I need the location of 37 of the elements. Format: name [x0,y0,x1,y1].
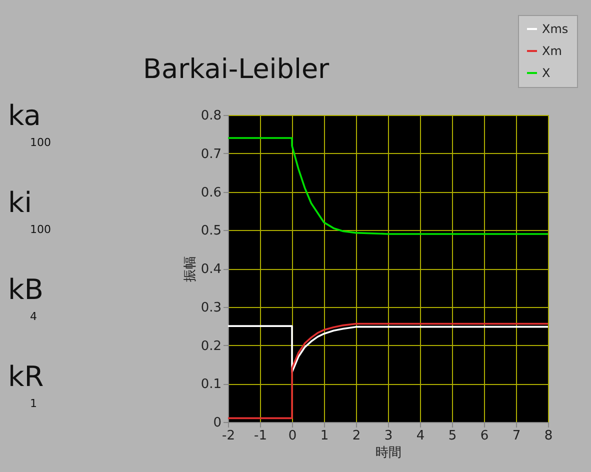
line-series [227,137,549,235]
y-axis-title: 振幅 [182,256,198,282]
legend-label: Xms [542,22,568,36]
text: kR [8,360,44,393]
x-tick-label: -2 [222,428,235,444]
text: kB [8,273,44,306]
y-tick-label: 0.5 [200,224,222,239]
x-axis-title: 時間 [376,446,402,460]
y-tick-label: 0.2 [200,338,222,354]
x-tick-label: 2 [352,428,361,444]
y-tick-label: 0.7 [200,146,222,162]
x-tick-label: 6 [480,428,489,444]
text: ki [8,186,32,219]
chart-title: Barkai-Leibler [143,54,330,85]
x-tick-label: 0 [288,428,297,444]
x-tick-label: 4 [416,428,425,444]
x-tick-label: 1 [320,428,329,444]
text: 4 [30,310,37,323]
x-tick-label: 7 [512,428,521,444]
y-tick-label: 0.8 [200,108,222,124]
legend-label: Xm [542,44,562,58]
line-series [227,325,549,374]
legend-label: X [542,66,550,80]
x-tick-label: 5 [448,428,457,444]
y-tick-label: 0.3 [200,300,222,316]
y-tick-label: 0 [213,416,222,430]
text: 100 [30,223,51,236]
text: 1 [30,397,37,410]
x-tick-label: 3 [384,428,393,444]
line-series [227,322,549,420]
y-tick-label: 0.1 [200,377,222,392]
text: 100 [30,136,51,149]
y-tick-label: 0.4 [200,262,222,277]
x-tick-label: -1 [254,428,267,444]
text: ka [8,99,41,132]
y-tick-label: 0.6 [200,185,222,200]
x-tick-label: 8 [544,428,553,444]
